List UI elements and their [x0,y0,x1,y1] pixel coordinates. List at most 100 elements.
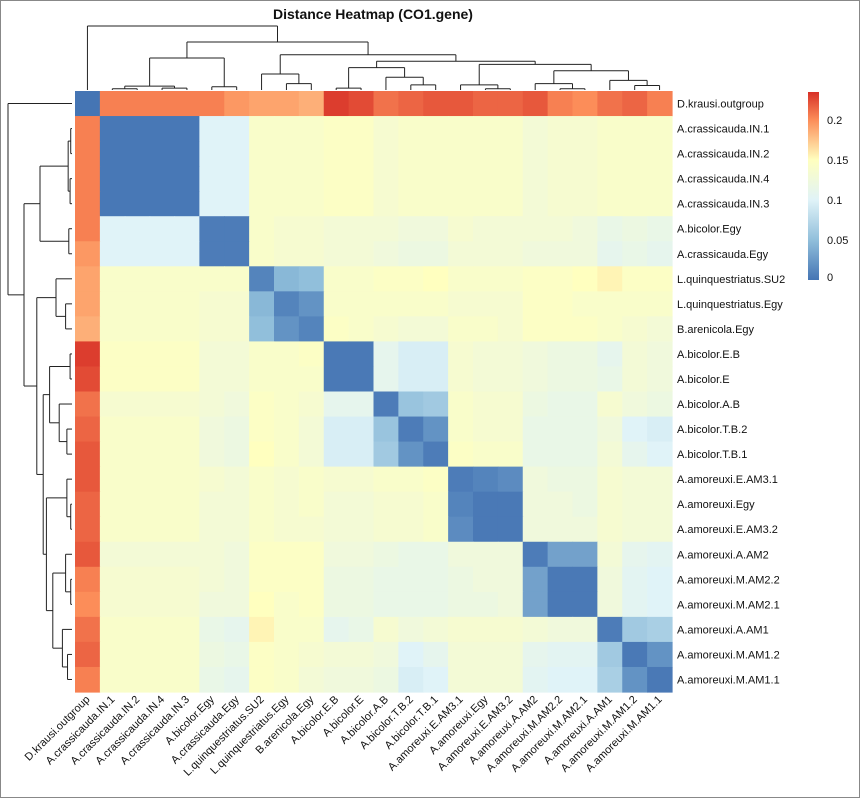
heatmap-cell [473,116,499,142]
heatmap-cell [497,466,524,493]
heatmap-cell [348,91,375,117]
heatmap-cell [149,191,176,217]
heatmap-cell [199,416,225,443]
heatmap-cell [174,391,200,418]
heatmap-cell [473,241,499,267]
heatmap-cell [224,366,250,393]
heatmap-cell [298,416,325,443]
row-label: A.crassicauda.Egy [677,249,769,261]
heatmap-cell [298,291,325,317]
heatmap-cell [174,266,200,292]
heatmap-cell [522,541,549,568]
heatmap-cell [174,441,200,468]
heatmap-cell [249,491,275,518]
heatmap-cell [199,216,225,242]
heatmap-cell [647,166,673,192]
heatmap-cell [149,491,176,518]
heatmap-cell [174,416,200,443]
heatmap-cell [497,241,524,267]
heatmap-cell [174,516,200,543]
heatmap-cell [522,666,549,693]
heatmap-cell [199,491,225,518]
heatmap-cell [99,541,126,568]
heatmap-cell [199,241,225,267]
heatmap-cell [323,566,350,593]
heatmap-cell [547,541,574,568]
heatmap-cell [99,616,126,643]
heatmap-cell [547,516,574,543]
heatmap-cell [199,541,225,568]
heatmap-cell [597,91,623,117]
heatmap-cell [497,266,524,292]
heatmap-cell [149,466,176,493]
row-label: A.crassicauda.IN.1 [677,124,769,136]
heatmap-cell [547,566,574,593]
heatmap-cell [522,116,549,142]
heatmap-cell [298,491,325,518]
heatmap-cell [473,616,499,643]
heatmap-cell [398,666,424,693]
heatmap-cell [647,316,673,343]
heatmap-cell [448,91,474,117]
heatmap-cell [423,641,449,668]
heatmap-cell [423,441,449,468]
heatmap-cell [473,341,499,368]
heatmap-cell [597,216,623,242]
heatmap-cell [547,641,574,668]
heatmap-cell [572,566,598,593]
heatmap-cell [199,116,225,142]
heatmap-cell [373,216,399,242]
row-label: A.amoreuxi.M.AM1.2 [677,649,780,661]
heatmap-cell [448,316,474,343]
heatmap-cell [149,341,176,368]
heatmap-cell [348,341,375,368]
heatmap-cell [99,441,126,468]
heatmap-cell [124,141,151,167]
heatmap-cell [522,141,549,167]
heatmap-cell [99,591,126,618]
heatmap-cell [249,166,275,192]
heatmap-cell [572,266,598,292]
heatmap-cell [249,391,275,418]
heatmap-cell [249,141,275,167]
heatmap-cell [373,641,399,668]
heatmap-cell [647,616,673,643]
heatmap-cell [124,491,151,518]
heatmap-cell [323,491,350,518]
heatmap-cell [547,266,574,292]
heatmap-cell [323,141,350,167]
heatmap-cell [398,516,424,543]
heatmap-cell [473,416,499,443]
heatmap-cell [522,91,549,117]
heatmap-cell [473,591,499,618]
heatmap-cell [323,416,350,443]
heatmap-cell [473,641,499,668]
heatmap-cell [597,491,623,518]
heatmap-cell [373,566,399,593]
heatmap-cell [323,441,350,468]
heatmap-cell [522,516,549,543]
heatmap-cell [174,191,200,217]
heatmap-cell [199,391,225,418]
heatmap-cell [448,591,474,618]
heatmap-cell [298,641,325,668]
heatmap-cell [199,466,225,493]
heatmap-cell [75,266,101,292]
heatmap-cell [647,266,673,292]
heatmap-cell [622,141,648,167]
heatmap-cell [597,141,623,167]
heatmap-cell [249,416,275,443]
heatmap-cell [149,391,176,418]
heatmap-cell [149,91,176,117]
heatmap-cell [249,116,275,142]
heatmap-cell [174,616,200,643]
heatmap-cell [597,366,623,393]
heatmap-cell [597,616,623,643]
heatmap-cell [448,266,474,292]
heatmap-cell [373,341,399,368]
heatmap-cell [274,216,300,242]
heatmap-cell [547,241,574,267]
heatmap-cell [323,166,350,192]
heatmap-cell [199,341,225,368]
heatmap-cell [274,391,300,418]
